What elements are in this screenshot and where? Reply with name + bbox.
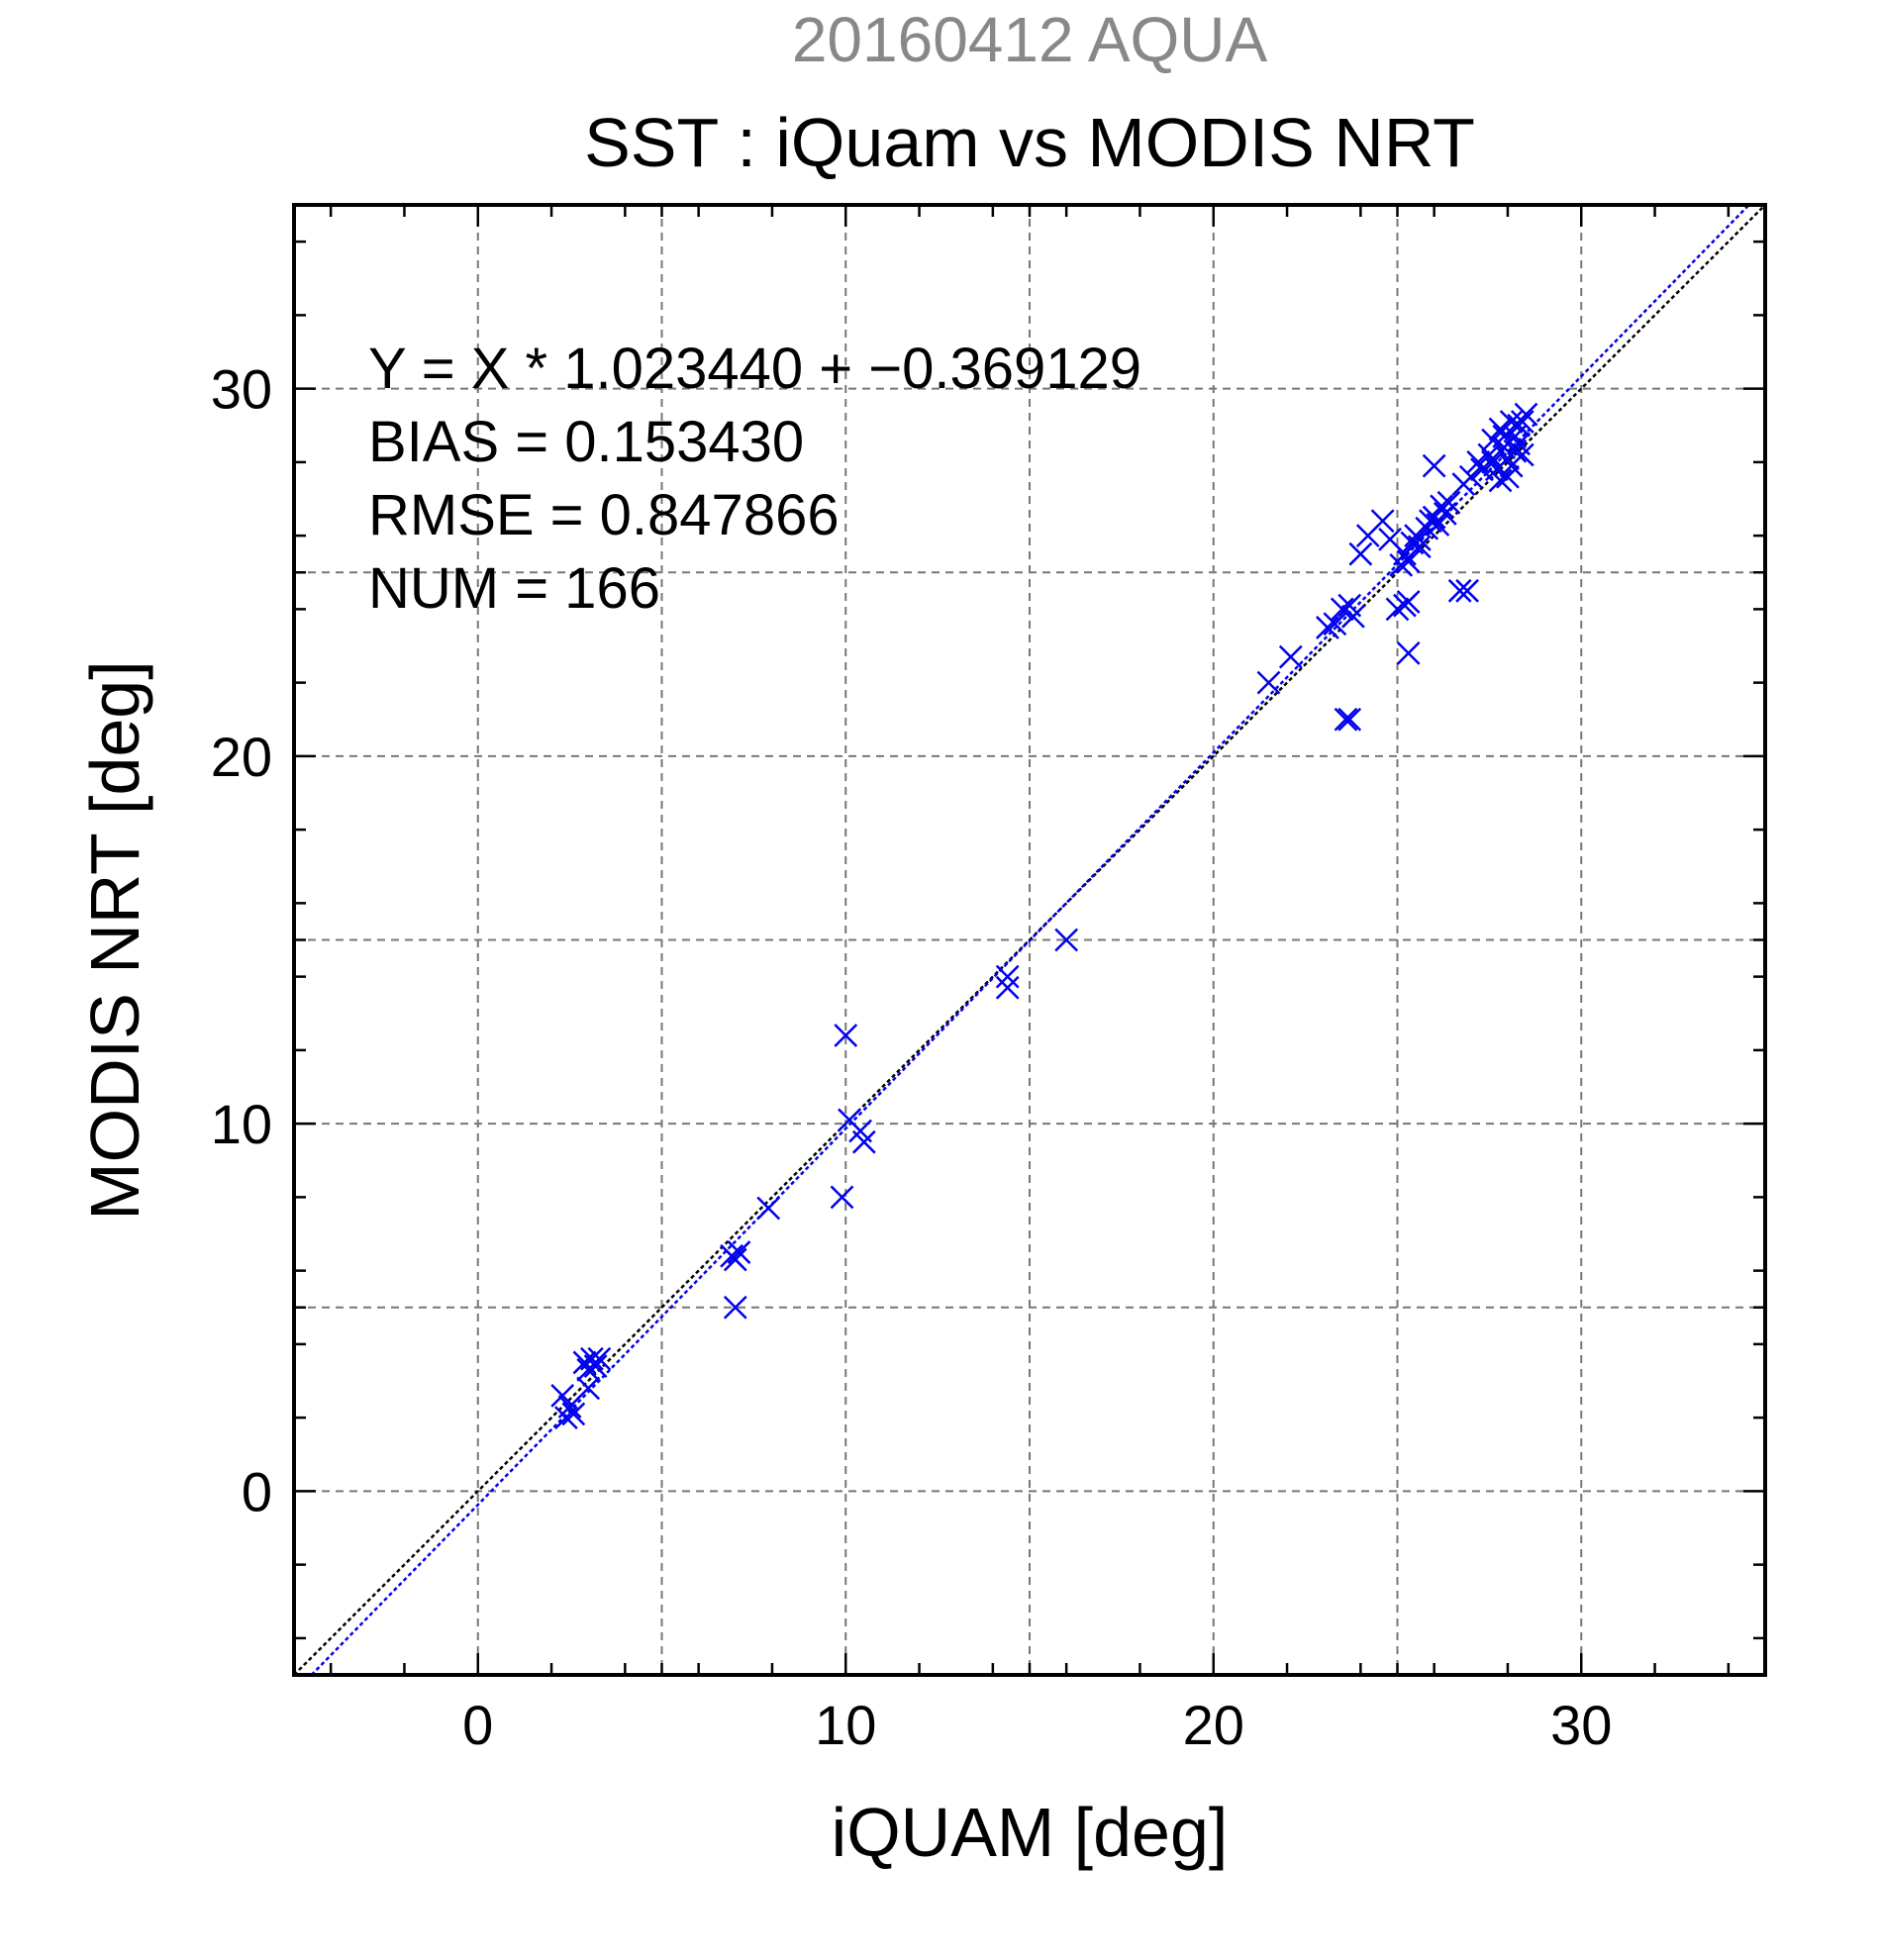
y-axis-label: MODIS NRT [deg] [76,660,153,1220]
chart-title: SST : iQuam vs MODIS NRT [584,104,1475,181]
data-point [995,964,1020,989]
data-point [756,1196,781,1221]
stats-line: Y = X * 1.023440 + −0.369129 [368,337,1141,401]
data-point [1407,535,1432,559]
axis-ticks [294,205,1765,1675]
stats-line: NUM = 166 [368,556,660,621]
tick-labels: 0 10 20 30 0 10 20 30 [211,358,1613,1756]
data-point [723,1247,747,1272]
data-point [1370,509,1395,534]
fit-line [310,204,1750,1676]
data-point [1341,604,1365,629]
data-point [1488,417,1513,441]
data-point [1385,597,1410,622]
x-tick-label: 30 [1550,1694,1612,1756]
x-axis-label: iQUAM [deg] [832,1794,1229,1871]
data-point [1430,494,1453,519]
stats-line: RMSE = 0.847866 [368,483,840,547]
chart-date-label: 20160412 AQUA [792,4,1268,75]
data-point [1455,578,1479,603]
data-point [1458,464,1483,489]
y-tick-label: 30 [211,358,272,421]
data-point [1393,593,1417,618]
data-point [1477,442,1502,467]
data-point [1499,453,1524,478]
data-point [727,1240,751,1264]
data-point [723,1295,747,1320]
data-point [1348,541,1373,566]
data-point [550,1383,575,1408]
data-point [1337,707,1362,732]
data-point [557,1395,582,1419]
data-point [1323,612,1347,637]
data-point [587,1346,612,1371]
data-point [995,975,1020,1000]
data-point [1507,432,1531,456]
x-tick-label: 0 [462,1694,493,1756]
data-point [1316,616,1339,639]
data-point [1426,513,1450,537]
data-point [1330,597,1354,622]
data-point [1481,449,1505,474]
data-point [834,1024,858,1047]
data-point [1499,410,1524,434]
data-point [1510,410,1534,434]
data-point [561,1402,586,1426]
data-point [1436,490,1461,515]
data-point [1054,928,1079,952]
stats-box: Y = X * 1.023440 + −0.369129 BIAS = 0.153… [368,337,1141,621]
data-point [1488,468,1513,493]
data-point [1396,641,1421,665]
data-point [851,1129,876,1154]
y-tick-label: 10 [211,1093,272,1155]
data-point [1492,425,1517,448]
data-point [1256,670,1281,695]
x-tick-label: 20 [1183,1694,1244,1756]
reference-lines [293,204,1766,1676]
data-point [1278,644,1303,669]
x-tick-label: 10 [815,1694,876,1756]
data-point [1407,527,1432,551]
data-point [1514,402,1538,427]
data-point [1334,707,1358,732]
y-tick-label: 20 [211,726,272,788]
data-point [576,1376,601,1401]
y-tick-label: 0 [242,1460,272,1522]
data-point [1447,578,1472,603]
data-point [1422,453,1446,478]
data-point [830,1185,854,1210]
stats-line: BIAS = 0.153430 [368,410,804,474]
data-point [1503,439,1528,463]
data-points [550,402,1538,1430]
data-point [583,1354,608,1379]
data-point [1396,549,1421,573]
